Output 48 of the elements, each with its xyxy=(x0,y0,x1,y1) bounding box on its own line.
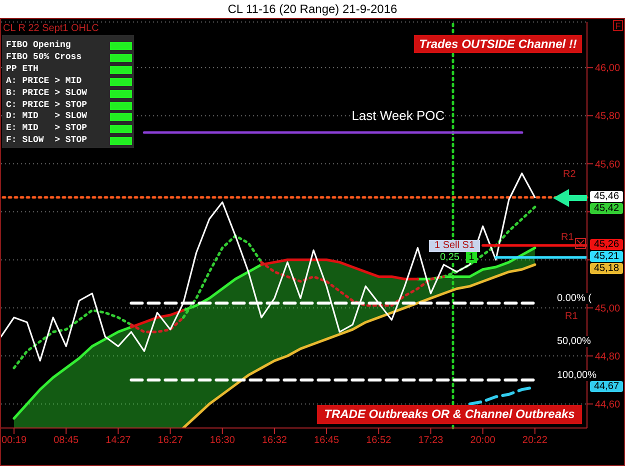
x-tick-label: 16:45 xyxy=(314,435,340,446)
annotation: E: MID > STOP xyxy=(6,123,88,134)
y-tick-label: 44,80 xyxy=(595,351,620,362)
x-tick-label: 20:00 xyxy=(470,435,496,446)
text: 0.00% ( xyxy=(557,293,592,304)
chart-title: CL 11-16 (20 Range) 21-9-2016 xyxy=(226,1,398,18)
annotation: CL R 22 Sept1 OHLC xyxy=(3,23,99,34)
text: F xyxy=(613,20,623,31)
annotation: 50,00% xyxy=(557,336,591,347)
annotation: 1 xyxy=(466,252,477,263)
series-label: Last Week POC xyxy=(350,108,446,122)
annotation: 0,25 xyxy=(440,252,460,263)
annotation: R1 xyxy=(565,311,578,322)
x-tick-label: 16:27 xyxy=(158,435,184,446)
x-tick-label: 20:22 xyxy=(522,435,548,446)
text: 100,00% xyxy=(557,370,596,381)
y-tick-label: 45,00 xyxy=(595,303,620,314)
text: 45,46 xyxy=(590,191,623,202)
annotation: PP ETH xyxy=(6,64,38,75)
annotation: D: MID > SLOW xyxy=(6,111,88,122)
annotation: F: SLOW > STOP xyxy=(6,135,88,146)
annotation: Trades OUTSIDE Channel !! xyxy=(414,35,582,53)
annotation: R1 xyxy=(561,232,574,244)
x-tick-label: 14:27 xyxy=(106,435,132,446)
y-tick-label: 44,60 xyxy=(595,400,620,411)
annotation: C: PRICE > STOP xyxy=(6,100,88,110)
x-tick-label: 08:45 xyxy=(54,435,80,446)
annotation: TRADE Outbreaks OR & Channel Outbreaks xyxy=(317,405,582,424)
ref-line-label: R2 xyxy=(563,169,576,180)
x-tick-label: 00:19 xyxy=(2,435,27,446)
y-tick-label: 45,80 xyxy=(595,111,620,122)
line-series xyxy=(1,172,536,362)
data-label: 45,26 xyxy=(590,239,623,250)
text: 44,67 xyxy=(590,381,623,392)
annotation: B: PRICE > SLOW xyxy=(6,88,88,99)
text: 45,42 xyxy=(590,203,623,214)
text: 45,18 xyxy=(590,263,623,274)
annotation: FIBO 50% Cross xyxy=(6,52,82,63)
y-tick-label: 45,60 xyxy=(595,159,620,170)
annotation: A: PRICE > MID xyxy=(6,76,82,87)
data-label: 45,21 xyxy=(590,251,623,262)
annotation: 1 Sell S1 xyxy=(429,240,480,252)
x-tick-label: 16:32 xyxy=(262,435,288,446)
x-tick-label: 17:23 xyxy=(418,435,444,446)
x-tick-label: 16:52 xyxy=(366,435,392,446)
y-tick-label: 46,00 xyxy=(595,63,620,74)
annotation: FIBO Opening xyxy=(6,40,71,51)
x-tick-label: 16:30 xyxy=(210,435,236,446)
